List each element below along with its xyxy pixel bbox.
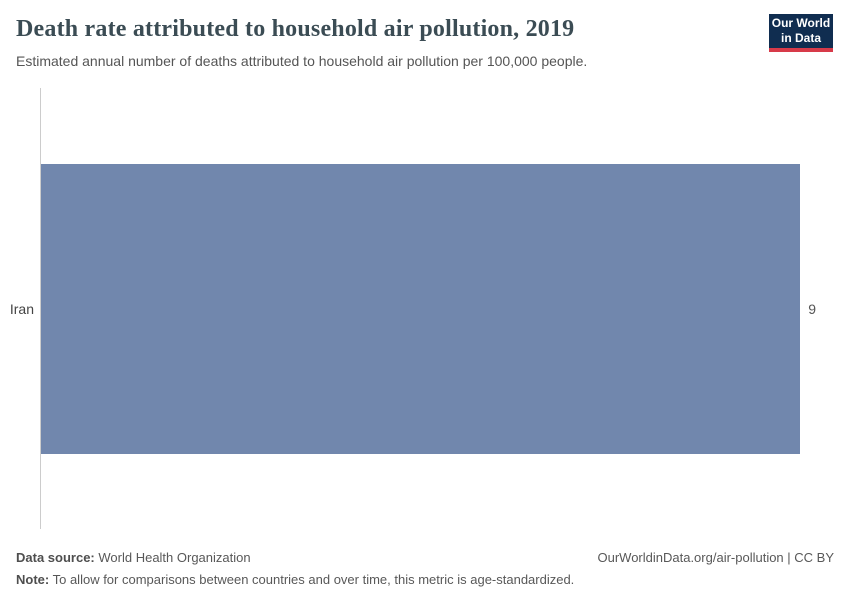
data-source-label: Data source: (16, 550, 95, 565)
page-title: Death rate attributed to household air p… (16, 16, 575, 42)
note-value: To allow for comparisons between countri… (52, 572, 575, 587)
bar-chart-plot-area: Iran 9 (10, 88, 816, 529)
attribution-text: OurWorldinData.org/air-pollution | CC BY (597, 550, 834, 565)
chart-header: Death rate attributed to household air p… (16, 14, 834, 69)
note-label: Note: (16, 572, 50, 587)
bar-row: Iran 9 (10, 164, 816, 454)
note-line: Note: To allow for comparisons between c… (16, 572, 834, 587)
bar-iran[interactable] (41, 164, 801, 454)
data-source-value: World Health Organization (98, 550, 251, 565)
value-label: 9 (808, 301, 816, 317)
chart-footer: Data source: World Health Organization O… (16, 550, 834, 587)
owid-logo: Our World in Data (769, 14, 833, 52)
entity-label: Iran (9, 301, 34, 317)
owid-logo-line2: in Data (780, 31, 821, 45)
data-source-line: Data source: World Health Organization (16, 550, 251, 565)
page-subtitle: Estimated annual number of deaths attrib… (16, 53, 588, 69)
footer-source-row: Data source: World Health Organization O… (16, 550, 834, 565)
owid-logo-line1: Our World (771, 16, 831, 30)
